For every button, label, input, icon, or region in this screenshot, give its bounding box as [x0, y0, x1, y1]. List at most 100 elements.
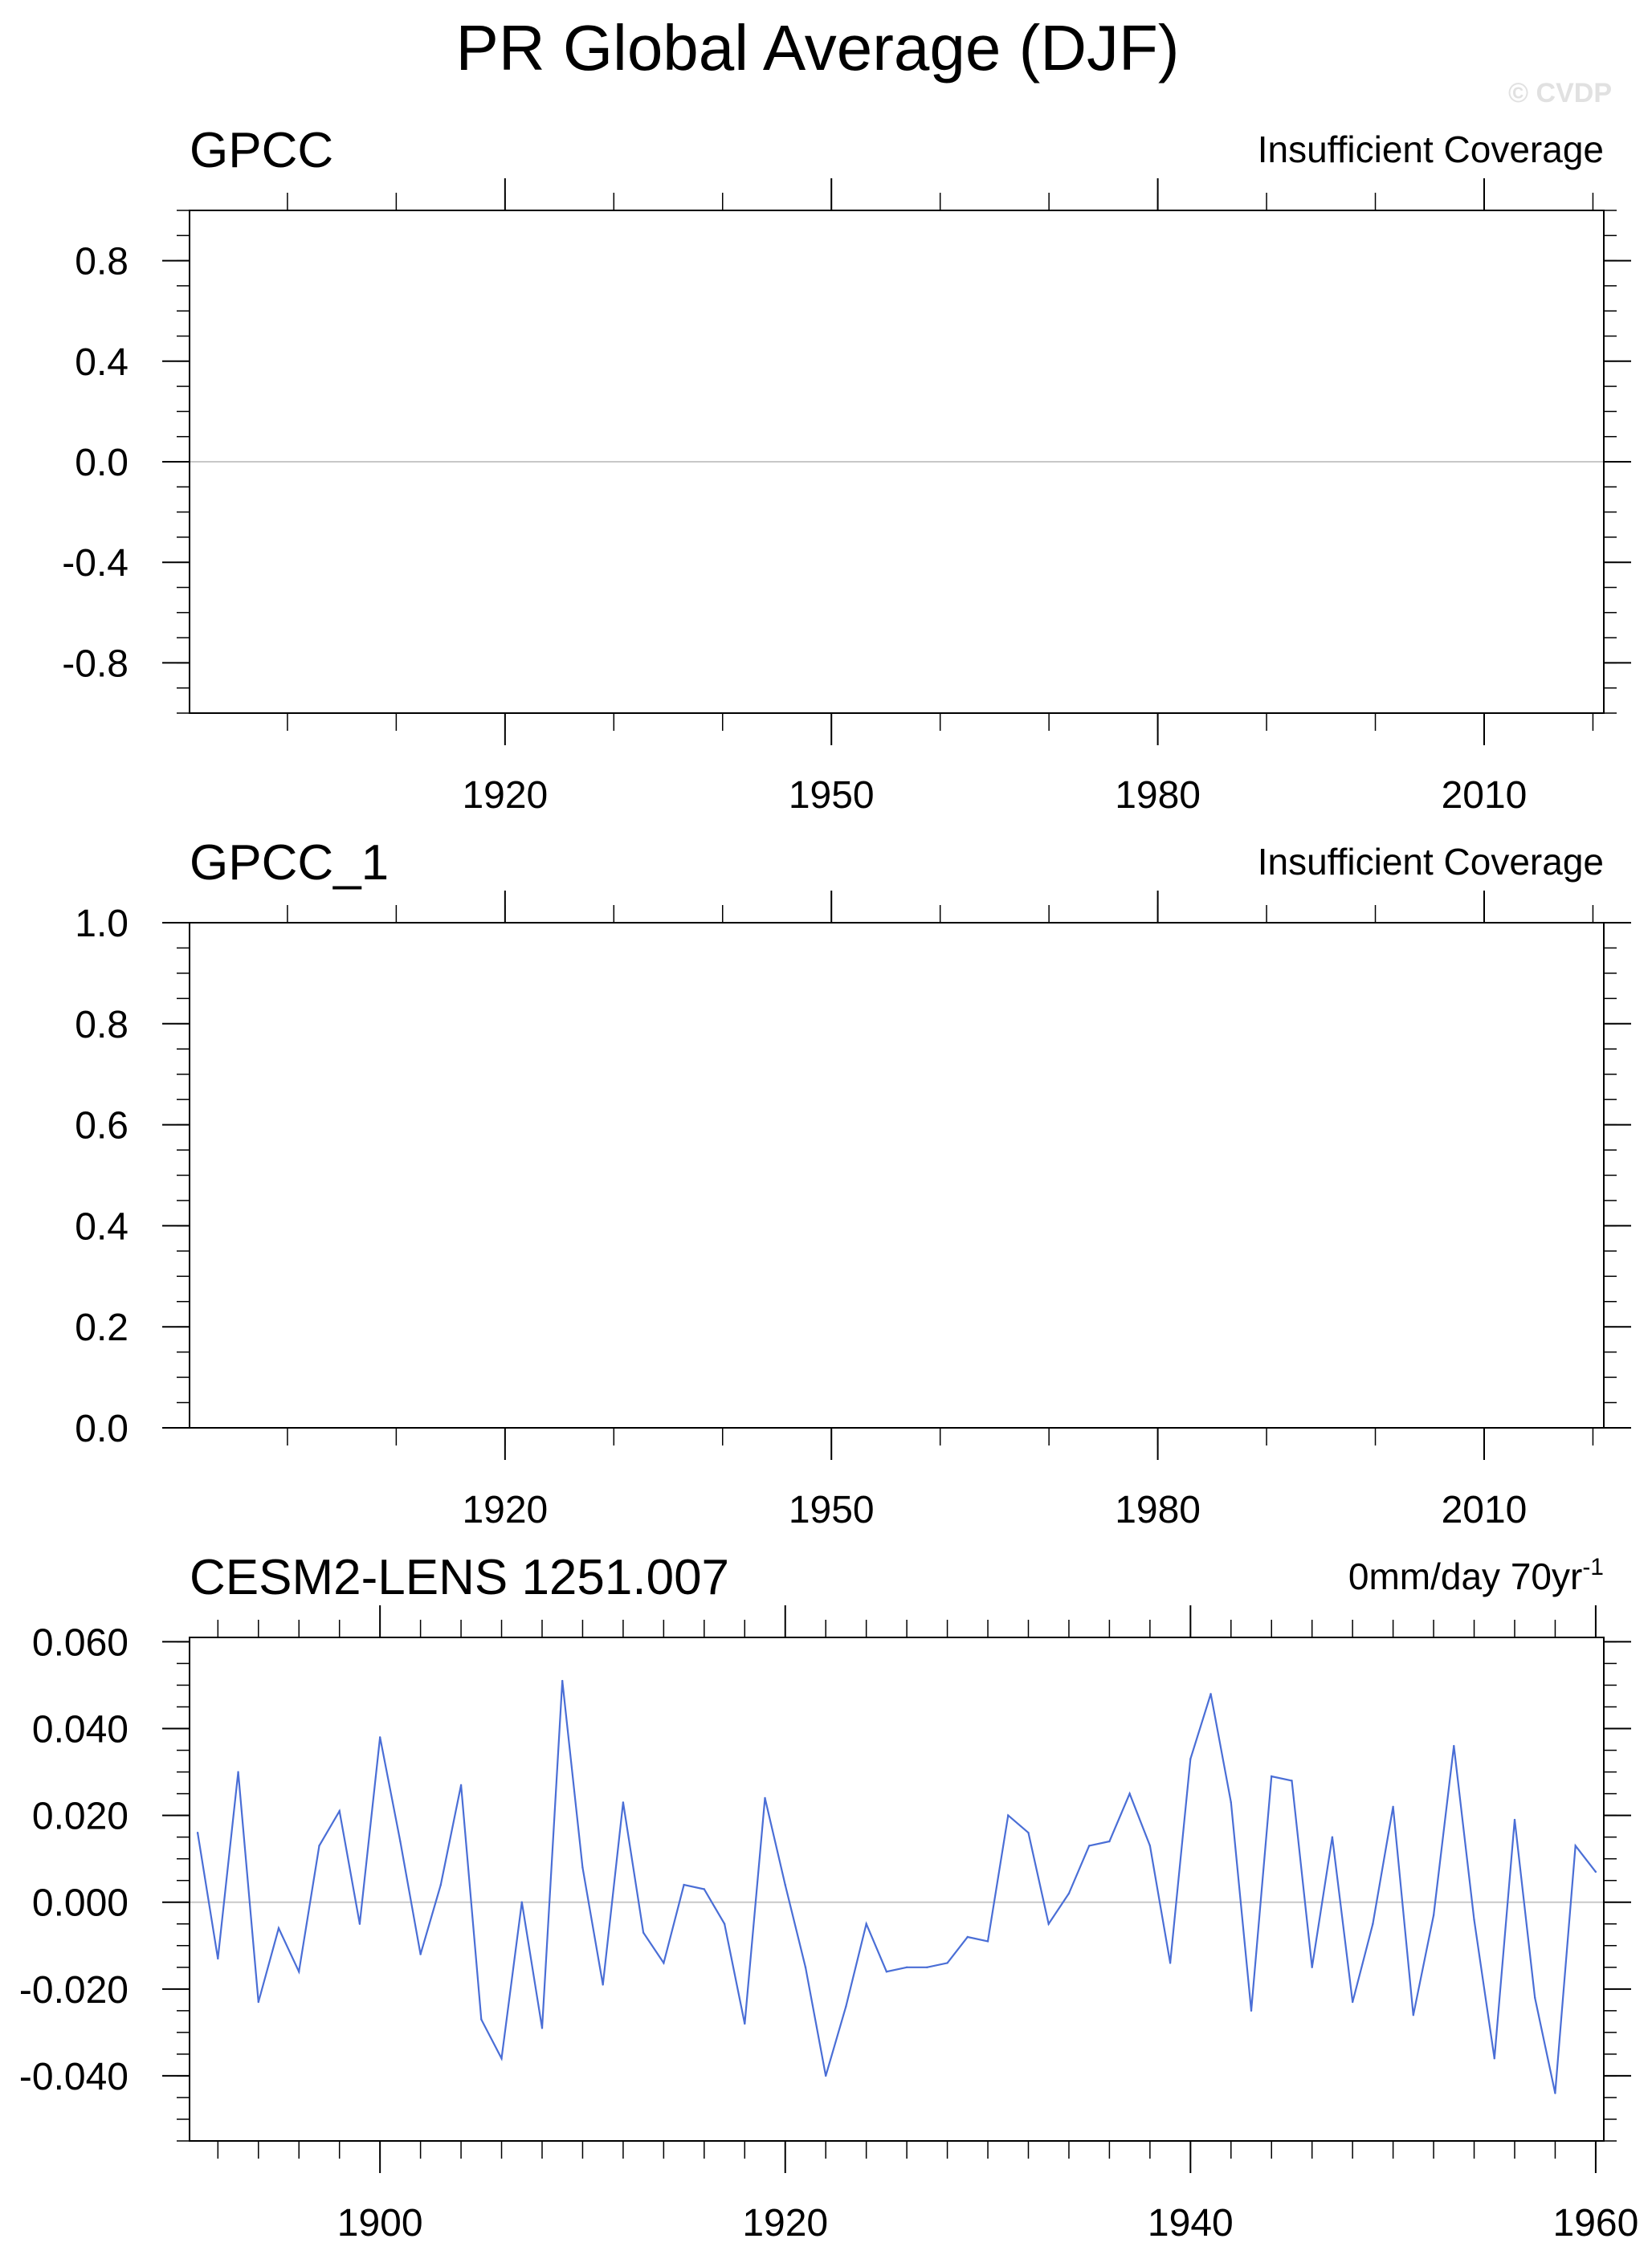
- data-point: [500, 2057, 503, 2060]
- y-tick-label: 0.6: [75, 1105, 128, 1148]
- y-tick-label: 0.0: [75, 442, 128, 484]
- data-point: [217, 1957, 219, 1960]
- data-point: [1128, 1792, 1131, 1795]
- y-tick-label: 0.040: [32, 1709, 128, 1751]
- panel-title: GPCC_1: [190, 835, 389, 891]
- panel-title: CESM2-LENS 1251.007: [190, 1550, 729, 1605]
- cvdp-watermark: © CVDP: [1508, 78, 1612, 108]
- x-tick-label: 1960: [1553, 2202, 1639, 2245]
- data-point: [1047, 1923, 1050, 1925]
- data-point: [1473, 1918, 1475, 1921]
- figure-title: PR Global Average (DJF): [455, 12, 1179, 84]
- x-tick-label: 2010: [1442, 1489, 1528, 1531]
- x-tick-label: 1980: [1115, 1489, 1201, 1531]
- y-tick-label: 0.060: [32, 1621, 128, 1664]
- data-point: [622, 1801, 625, 1804]
- x-tick-label: 1980: [1115, 774, 1201, 817]
- data-point: [480, 2018, 483, 2020]
- data-point: [703, 1888, 706, 1890]
- y-tick-label: 0.2: [75, 1307, 128, 1349]
- data-point: [602, 1984, 604, 1986]
- y-tick-label: 0.4: [75, 341, 128, 384]
- panel-right-label: Insufficient Coverage: [1258, 128, 1604, 170]
- data-point: [1372, 1923, 1374, 1925]
- y-tick-label: 0.8: [75, 241, 128, 283]
- panel-title: GPCC: [190, 123, 333, 178]
- data-point: [1554, 2092, 1556, 2094]
- data-point: [986, 1940, 989, 1943]
- data-point: [1007, 1814, 1010, 1817]
- data-point: [581, 1866, 584, 1869]
- data-point: [784, 1883, 786, 1886]
- data-point: [277, 1927, 280, 1930]
- data-point: [1148, 1845, 1152, 1847]
- data-point: [1250, 2009, 1253, 2012]
- data-point: [1087, 1845, 1091, 1847]
- data-point: [439, 1883, 443, 1886]
- plot-frame: [189, 210, 1605, 714]
- data-point: [946, 1962, 948, 1964]
- data-point: [1412, 2014, 1415, 2016]
- data-point: [642, 1931, 645, 1934]
- y-tick-label: 0.020: [32, 1796, 128, 1838]
- data-point: [1493, 2057, 1495, 2060]
- data-point: [1230, 1801, 1232, 1804]
- data-point: [824, 2074, 827, 2077]
- chart-panel-1: 1920 1950 1980 2010 1.0 0.8 0.6 0.4 0.2 0.0 GPCC_1…: [75, 835, 1631, 1531]
- y-tick-label: -0.040: [19, 2056, 128, 2098]
- data-point: [1453, 1744, 1455, 1747]
- data-point: [1189, 1758, 1192, 1760]
- data-point: [520, 1901, 523, 1903]
- data-point: [298, 1970, 300, 1973]
- plot-frame: [189, 922, 1605, 1429]
- data-point: [804, 1966, 807, 1968]
- data-point: [459, 1784, 463, 1786]
- x-tick-label: 1920: [742, 2202, 828, 2245]
- data-point: [1067, 1892, 1071, 1895]
- data-point: [257, 2000, 259, 2004]
- data-point: [663, 1962, 665, 1964]
- data-point: [196, 1832, 199, 1834]
- data-point: [1209, 1693, 1212, 1695]
- panels: 1920 1950 1980 2010 0.8 0.4 0.0 -0.4 -0.8 GPCC Ins…: [19, 123, 1638, 2245]
- data-point: [1108, 1840, 1111, 1843]
- data-point: [237, 1771, 239, 1773]
- x-tick-label: 1950: [789, 1489, 875, 1531]
- data-point: [1291, 1780, 1293, 1782]
- data-point: [885, 1970, 888, 1973]
- y-tick-label: 0.0: [75, 1408, 128, 1450]
- x-tick-label: 1900: [337, 2202, 423, 2245]
- y-tick-label: 0.000: [32, 1882, 128, 1925]
- data-point: [723, 1923, 726, 1925]
- data-point: [1027, 1832, 1030, 1834]
- data-point: [1574, 1845, 1577, 1847]
- data-point: [561, 1679, 564, 1682]
- x-tick-label: 1920: [462, 774, 548, 817]
- plot-frame: [189, 1637, 1605, 2142]
- y-tick-label: -0.4: [62, 542, 128, 585]
- data-point: [744, 2022, 746, 2025]
- y-tick-label: 1.0: [75, 903, 128, 945]
- panel-right-label: Insufficient Coverage: [1258, 841, 1604, 883]
- data-point: [419, 1953, 422, 1955]
- data-point: [966, 1935, 969, 1939]
- x-tick-label: 1920: [462, 1489, 548, 1531]
- data-point: [1331, 1836, 1334, 1838]
- data-point: [399, 1840, 402, 1843]
- chart-panel-0: 1920 1950 1980 2010 0.8 0.4 0.0 -0.4 -0.8 GPCC Ins…: [62, 123, 1631, 817]
- data-point: [378, 1736, 381, 1739]
- x-tick-label: 1940: [1148, 2202, 1234, 2245]
- y-tick-label: -0.8: [62, 642, 128, 685]
- data-point: [764, 1796, 766, 1800]
- data-line: [197, 1680, 1597, 2094]
- data-point: [540, 2027, 544, 2029]
- data-point: [318, 1845, 320, 1847]
- data-point: [1311, 1966, 1313, 1968]
- data-point: [683, 1883, 685, 1886]
- data-point: [1513, 1818, 1516, 1821]
- data-point: [338, 1810, 341, 1812]
- data-point: [1271, 1775, 1273, 1778]
- data-point: [845, 2005, 847, 2008]
- data-point: [1351, 2000, 1354, 2004]
